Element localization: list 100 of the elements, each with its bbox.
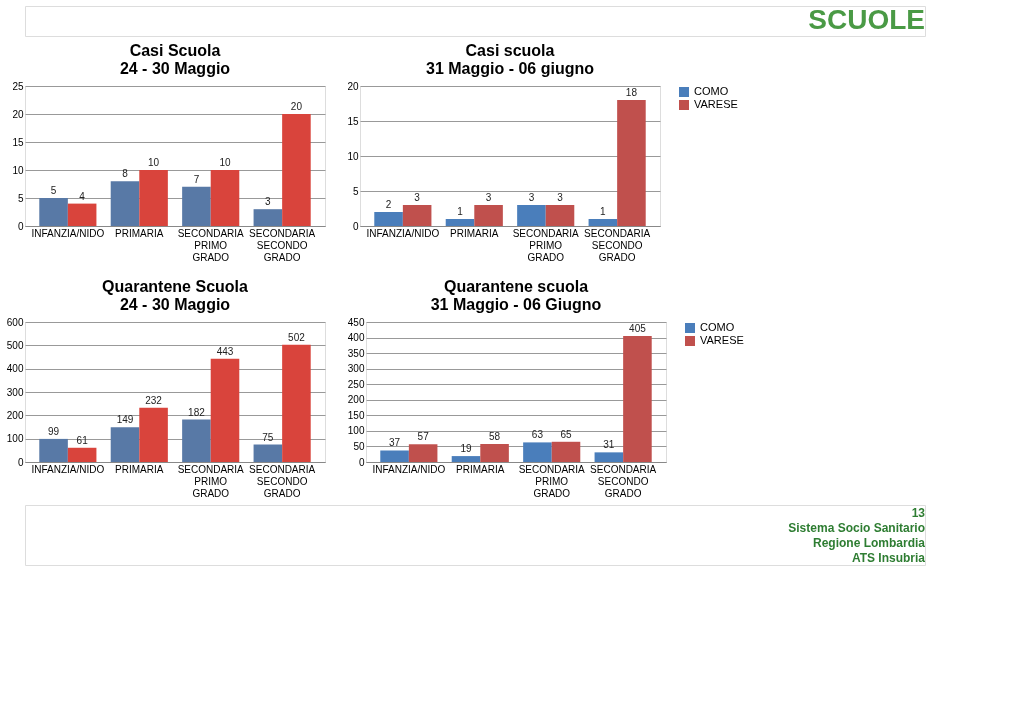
x-tick-label: INFANZIA/NIDO xyxy=(31,463,105,475)
x-tick-label: PRIMARIA xyxy=(456,463,505,475)
chart-title: Casi scuola 31 Maggio - 06 giugno xyxy=(425,42,595,77)
legend-label: COMO xyxy=(694,85,729,97)
data-label: 232 xyxy=(145,394,163,406)
x-tick-label: SECONDARIA PRIMO GRADO xyxy=(518,463,586,499)
y-tick-label: 350 xyxy=(347,347,365,359)
y-tick-label: 100 xyxy=(6,433,24,445)
x-tick-label: INFANZIA/NIDO xyxy=(31,227,105,239)
data-label: 75 xyxy=(262,431,274,443)
x-tick-label: PRIMARIA xyxy=(115,463,164,475)
bar xyxy=(588,219,618,226)
bar xyxy=(67,447,97,462)
bar xyxy=(445,219,475,226)
y-tick-label: 300 xyxy=(347,363,365,375)
x-tick-label: PRIMARIA xyxy=(115,227,164,239)
bar xyxy=(139,407,168,462)
text: Sistema Socio Sanitario xyxy=(788,520,925,535)
data-label: 19 xyxy=(460,443,472,455)
y-tick-label: 5 xyxy=(17,192,24,204)
data-label: 502 xyxy=(288,331,306,343)
bar xyxy=(110,181,140,226)
x-tick-label: SECONDARIA SECONDO GRADO xyxy=(590,463,657,499)
y-tick-label: 5 xyxy=(352,185,359,197)
data-label: 2 xyxy=(385,199,392,210)
bar xyxy=(182,419,211,462)
legend-label: VARESE xyxy=(694,98,738,110)
data-label: 31 xyxy=(603,439,615,451)
bar xyxy=(110,427,140,462)
y-tick-label: 0 xyxy=(352,220,359,232)
data-label: 182 xyxy=(188,406,206,418)
bar xyxy=(282,114,311,226)
y-tick-label: 200 xyxy=(6,409,24,421)
text: 13 xyxy=(911,505,926,520)
chart-title: Quarantene scuola 31 Maggio - 06 Giugno xyxy=(430,278,602,313)
x-tick-label: SECONDARIA SECONDO GRADO xyxy=(584,227,651,263)
x-tick-label: SECONDARIA SECONDO GRADO xyxy=(249,463,316,499)
bar xyxy=(402,205,432,226)
x-tick-label: INFANZIA/NIDO xyxy=(372,463,446,475)
y-tick-label: 20 xyxy=(347,80,359,92)
bar xyxy=(380,450,409,462)
y-tick-label: 0 xyxy=(17,220,24,232)
text: ATS Insubria xyxy=(851,550,926,565)
data-label: 3 xyxy=(414,192,421,203)
bar xyxy=(474,205,503,226)
data-label: 8 xyxy=(122,168,129,180)
bar xyxy=(210,358,240,462)
bar xyxy=(374,212,403,226)
bar xyxy=(517,205,546,226)
chart-title: Quarantene Scuola 24 - 30 Maggio xyxy=(102,278,249,313)
data-label: 20 xyxy=(290,101,303,112)
y-tick-label: 400 xyxy=(6,363,24,375)
bar xyxy=(253,209,283,226)
data-label: 3 xyxy=(485,192,492,203)
bar xyxy=(408,444,438,462)
y-tick-label: 100 xyxy=(347,425,365,437)
y-tick-label: 500 xyxy=(6,339,24,351)
data-label: 3 xyxy=(265,196,272,208)
bar xyxy=(210,170,240,226)
y-tick-label: 300 xyxy=(6,386,24,398)
bar xyxy=(282,344,311,462)
x-tick-label: SECONDARIA PRIMO GRADO xyxy=(177,227,245,263)
data-label: 3 xyxy=(528,192,535,203)
data-label: 7 xyxy=(193,173,200,185)
bar xyxy=(253,444,283,462)
data-label: 4 xyxy=(79,190,86,202)
y-tick-label: 400 xyxy=(347,332,365,344)
bar xyxy=(551,441,581,462)
y-tick-label: 15 xyxy=(347,115,359,127)
x-tick-label: SECONDARIA PRIMO GRADO xyxy=(177,463,245,499)
x-tick-label: SECONDARIA SECONDO GRADO xyxy=(249,227,316,263)
bar xyxy=(523,442,552,462)
data-label: 58 xyxy=(489,430,501,442)
data-label: 1 xyxy=(600,206,607,217)
bar xyxy=(617,100,646,226)
y-tick-label: 15 xyxy=(12,136,24,148)
data-label: 1 xyxy=(457,206,464,217)
bar xyxy=(623,336,652,462)
data-label: 10 xyxy=(148,157,160,168)
data-label: 5 xyxy=(50,185,57,196)
y-tick-label: 0 xyxy=(17,456,24,468)
y-tick-label: 450 xyxy=(347,316,365,328)
y-tick-label: 25 xyxy=(12,80,24,92)
data-label: 63 xyxy=(531,429,544,441)
y-tick-label: 50 xyxy=(353,440,365,452)
bar xyxy=(594,452,624,462)
y-tick-label: 250 xyxy=(347,378,365,390)
data-label: 149 xyxy=(116,414,134,426)
y-tick-label: 10 xyxy=(347,150,359,162)
data-label: 37 xyxy=(389,437,401,449)
text: Regione Lombardia xyxy=(812,535,926,550)
x-tick-label: SECONDARIA PRIMO GRADO xyxy=(512,227,580,263)
y-tick-label: 0 xyxy=(358,456,365,468)
bar xyxy=(39,198,68,226)
data-label: 10 xyxy=(219,157,231,168)
bar xyxy=(480,443,509,462)
chart-title: Casi Scuola 24 - 30 Maggio xyxy=(119,42,231,77)
bar xyxy=(139,170,168,226)
y-tick-label: 10 xyxy=(12,164,24,176)
legend-label: VARESE xyxy=(700,334,744,346)
